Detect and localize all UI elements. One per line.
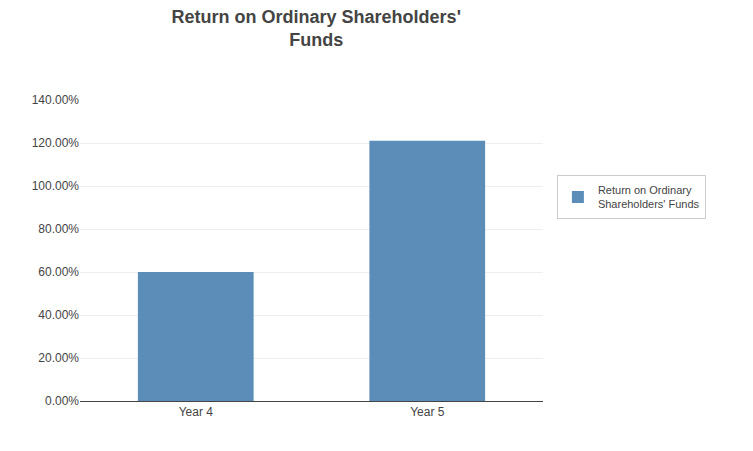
svg-text:Year 5: Year 5 (410, 405, 445, 419)
svg-text:Return on OrdinaryShareholders: Return on OrdinaryShareholders' Funds (598, 184, 700, 210)
svg-text:Return on Ordinary Shareholder: Return on Ordinary Shareholders'Funds (172, 7, 461, 50)
svg-text:140.00%: 140.00% (32, 93, 80, 107)
svg-text:100.00%: 100.00% (32, 179, 80, 193)
svg-text:80.00%: 80.00% (38, 222, 79, 236)
svg-text:Year 4: Year 4 (179, 405, 214, 419)
svg-text:40.00%: 40.00% (38, 308, 79, 322)
svg-text:0.00%: 0.00% (45, 394, 79, 408)
svg-text:20.00%: 20.00% (38, 351, 79, 365)
svg-text:60.00%: 60.00% (38, 265, 79, 279)
svg-text:120.00%: 120.00% (32, 136, 80, 150)
